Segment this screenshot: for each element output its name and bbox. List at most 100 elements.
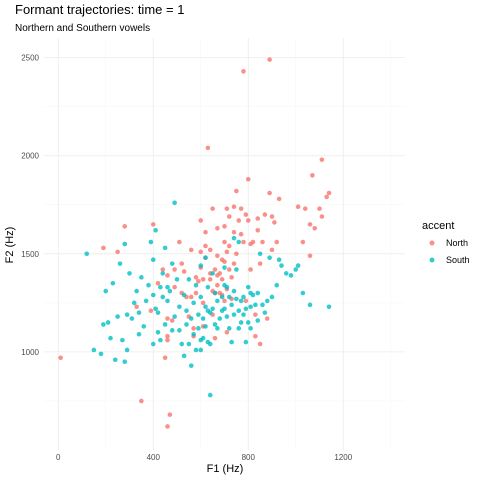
data-point <box>234 188 239 194</box>
data-point <box>222 298 227 304</box>
y-tick-label: 2500 <box>21 54 39 63</box>
data-point <box>255 318 261 323</box>
data-point <box>179 341 185 347</box>
data-point <box>212 290 218 296</box>
data-point <box>319 214 325 219</box>
data-point <box>264 316 270 321</box>
data-point <box>200 316 206 321</box>
data-point <box>196 312 201 317</box>
data-point <box>222 306 227 312</box>
data-point <box>131 300 137 306</box>
data-point <box>172 200 177 206</box>
data-point <box>226 267 232 272</box>
data-point <box>300 290 306 296</box>
data-point <box>167 288 173 294</box>
data-point <box>276 257 282 262</box>
data-point <box>224 329 230 335</box>
data-point <box>229 339 234 345</box>
data-point <box>169 318 175 323</box>
data-point <box>257 341 263 347</box>
data-point <box>307 302 313 308</box>
data-point <box>243 339 249 345</box>
data-point <box>255 216 261 221</box>
data-point <box>148 239 154 245</box>
series-south <box>84 200 332 398</box>
data-point <box>269 294 275 300</box>
data-point <box>310 173 315 178</box>
data-point <box>203 304 208 310</box>
legend-key-north <box>429 240 435 246</box>
data-point <box>191 300 196 306</box>
data-point <box>262 310 268 315</box>
data-point <box>272 220 277 225</box>
data-point <box>257 251 263 257</box>
data-point <box>198 294 204 300</box>
data-point <box>260 302 265 308</box>
y-tick-label: 1000 <box>21 348 39 357</box>
data-point <box>141 324 147 329</box>
x-tick-label: 400 <box>147 453 161 462</box>
data-point <box>134 304 139 310</box>
data-point <box>139 398 144 404</box>
x-tick-label: 0 <box>56 453 61 462</box>
data-point <box>207 310 213 315</box>
data-point <box>153 306 158 312</box>
data-point <box>139 275 144 280</box>
data-point <box>262 212 268 217</box>
data-point <box>224 284 230 290</box>
data-point <box>231 312 237 317</box>
data-point <box>224 206 230 211</box>
data-point <box>165 273 170 278</box>
data-point <box>127 271 132 276</box>
data-point <box>217 316 223 321</box>
data-point <box>238 320 244 325</box>
data-point <box>188 294 194 300</box>
data-point <box>155 310 161 315</box>
data-point <box>198 249 204 255</box>
legend-label-south: South <box>446 255 470 265</box>
data-point <box>105 320 111 325</box>
data-point <box>255 290 261 296</box>
data-point <box>108 335 113 341</box>
data-point <box>236 218 242 223</box>
data-point <box>205 145 211 151</box>
data-point <box>165 284 170 290</box>
data-point <box>212 267 218 272</box>
data-point <box>177 239 182 245</box>
data-point <box>160 271 166 276</box>
data-point <box>165 316 170 321</box>
data-point <box>200 300 206 306</box>
data-point <box>241 239 246 245</box>
data-point <box>186 341 192 347</box>
data-point <box>207 392 213 398</box>
data-point <box>124 347 130 353</box>
data-point <box>307 222 313 227</box>
data-point <box>200 335 206 341</box>
y-tick-label: 1500 <box>21 250 39 259</box>
data-point <box>238 231 244 237</box>
data-point <box>222 239 227 245</box>
data-point <box>205 284 211 290</box>
data-point <box>245 176 251 182</box>
data-point <box>181 269 187 274</box>
data-point <box>172 267 177 272</box>
data-point <box>210 306 215 312</box>
data-point <box>324 194 329 200</box>
data-points <box>58 57 332 429</box>
data-point <box>165 333 170 339</box>
data-point <box>231 204 237 210</box>
data-point <box>231 261 237 266</box>
data-point <box>193 290 199 296</box>
data-point <box>162 355 168 361</box>
data-point <box>226 214 232 219</box>
data-point <box>217 271 223 276</box>
series-north <box>58 57 332 429</box>
data-point <box>215 282 220 288</box>
data-point <box>274 239 280 245</box>
data-point <box>165 298 170 304</box>
data-point <box>231 235 237 241</box>
data-point <box>250 292 256 298</box>
data-point <box>143 298 149 304</box>
data-point <box>188 247 194 253</box>
